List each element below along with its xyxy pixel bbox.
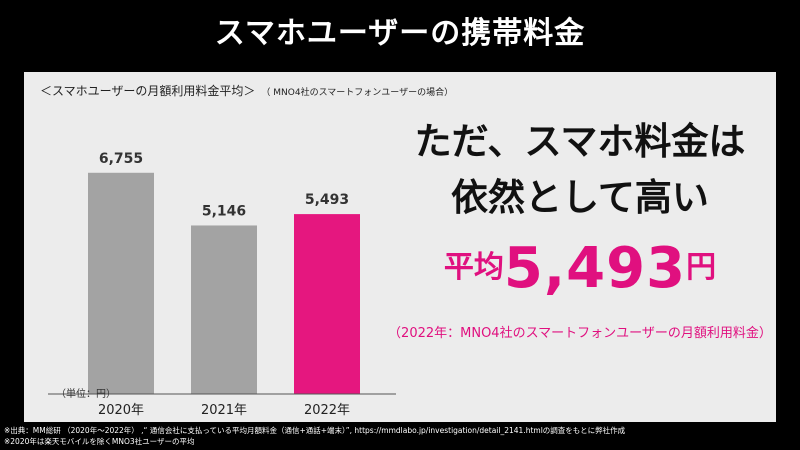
bar-2022年 [294,214,360,394]
value-label: 5,493 [305,192,349,208]
average-value: 平均5,493円 [380,236,780,301]
chart-title: ＜スマホユーザーの月額利用料金平均＞ （ MNO4社のスマートフォンユーザーの場合… [40,82,453,99]
footer-notes: ※出典：MM総研 （2020年～2022年） ,“ 通信会社に支払っている平均月… [4,425,625,447]
exclusion-note: ※2020年は楽天モバイルを除くMNO3社ユーザーの平均 [4,437,195,446]
source-note: ※出典：MM総研 （2020年～2022年） ,“ 通信会社に支払っている平均月… [4,426,626,435]
category-label: 2020年 [98,403,144,418]
average-note: （2022年：MNO4社のスマートフォンユーザーの月額利用料金） [388,326,772,341]
headline-line-2: 依然として高い [451,176,709,219]
average-unit: 円 [686,250,717,285]
category-label: 2021年 [201,403,247,418]
bar-chart: 6,755 2020年 5,146 2021年 5,493 2022年 [48,151,396,418]
bar-2021年 [191,225,257,394]
page-title: スマホユーザーの携帯料金 [214,16,586,51]
chart-title-main: ＜スマホユーザーの月額利用料金平均＞ [40,84,256,98]
category-label: 2022年 [304,403,350,418]
headline-line-1: ただ、スマホ料金は [414,120,746,163]
chart-subtitle: （ MNO4社のスマートフォンユーザーの場合） [261,88,454,98]
average-number: 5,493 [503,236,687,301]
value-label: 5,146 [202,203,246,219]
unit-note: （単位：円） [56,389,116,400]
value-label: 6,755 [99,151,143,167]
average-label: 平均 [443,250,504,285]
headline: ただ、スマホ料金は 依然として高い [380,114,780,226]
bar-2020年 [88,172,154,394]
